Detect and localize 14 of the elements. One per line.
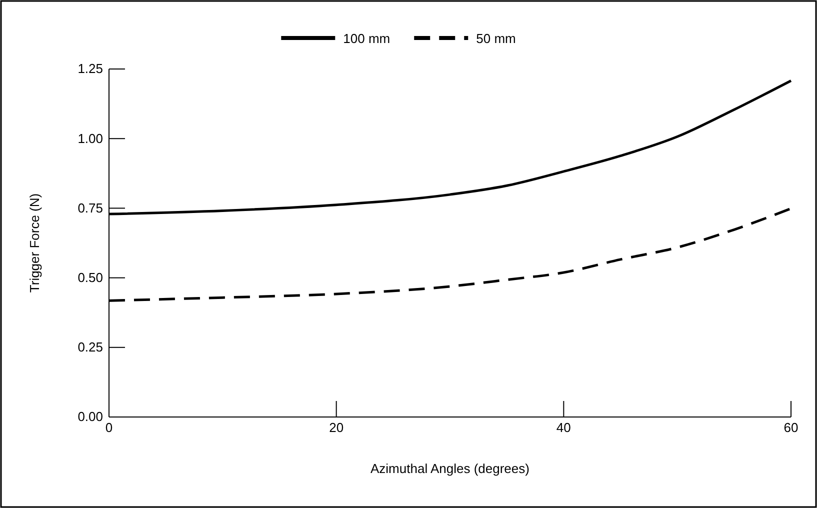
y-tick-label: 0.00 xyxy=(78,409,103,424)
x-tick-label: 20 xyxy=(329,420,344,436)
y-tick-label: 1.00 xyxy=(78,130,103,146)
x-axis-title: Azimuthal Angles (degrees) xyxy=(370,461,530,476)
x-tick-label: 40 xyxy=(556,420,571,436)
legend-label: 100 mm xyxy=(343,31,390,46)
y-axis-title: Trigger Force (N) xyxy=(27,193,42,293)
y-tick-label: 0.75 xyxy=(78,200,103,216)
x-tick-label: 0 xyxy=(105,420,113,436)
y-tick-label: 0.50 xyxy=(78,270,103,285)
x-tick-label: 60 xyxy=(784,420,798,436)
legend-label: 50 mm xyxy=(476,31,516,46)
y-tick-label: 1.25 xyxy=(78,61,103,76)
y-tick-label: 0.25 xyxy=(78,340,103,355)
